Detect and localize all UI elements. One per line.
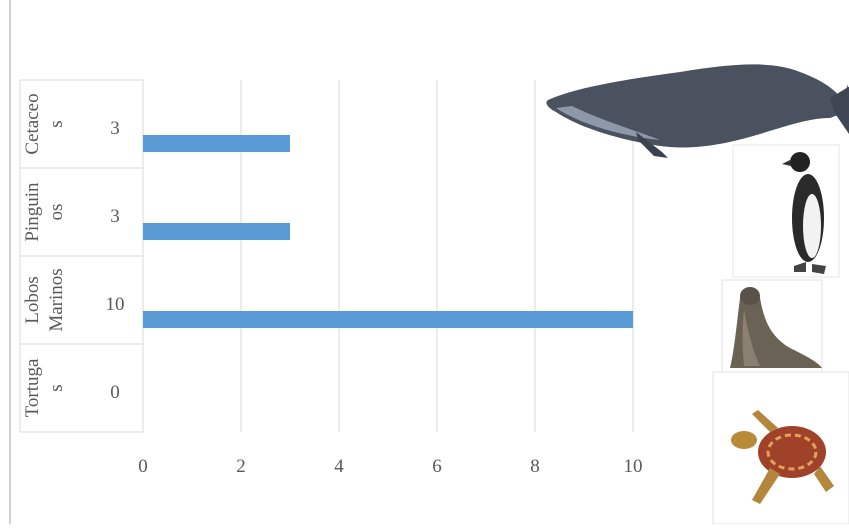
category-label-line: s: [46, 384, 67, 391]
data-label-1: 3: [110, 206, 120, 227]
turtle-front-flipper: [752, 410, 778, 432]
whale-tail: [830, 86, 849, 134]
whale-illustration: [546, 64, 849, 158]
category-label-3: Tortuga s: [22, 358, 67, 417]
x-tick-label-3: 6: [432, 456, 442, 477]
category-label-line: Lobos: [22, 276, 43, 324]
category-label-line: Pinguin: [22, 182, 43, 242]
x-tick-label-4: 8: [530, 456, 540, 477]
data-label-3: 0: [110, 382, 120, 403]
sea-lion-chest: [742, 310, 760, 366]
turtle-shell-pattern: [766, 433, 818, 471]
turtle-head: [731, 431, 757, 449]
penguin-belly: [803, 194, 821, 258]
category-label-line: os: [46, 204, 67, 221]
penguin-feet: [794, 262, 826, 274]
whale-body: [546, 64, 848, 148]
category-label-0: Cetaceo s: [22, 93, 67, 154]
turtle-back-flipper: [752, 468, 780, 504]
category-label-line: Marinos: [46, 268, 67, 331]
gridlines: [142, 80, 634, 432]
x-tick-label-5: 10: [624, 456, 643, 477]
category-label-2: Lobos Marinos: [22, 268, 67, 331]
category-label-line: Cetaceo: [22, 93, 43, 154]
category-label-line: s: [46, 120, 67, 127]
x-axis-ticks: 0 2 4 6 8 10: [138, 456, 642, 477]
whale-flipper: [636, 132, 668, 158]
penguin-beak: [782, 160, 791, 166]
bar-2: [143, 311, 633, 328]
sea-lion-head: [740, 287, 760, 305]
turtle-rear-flipper: [814, 466, 834, 492]
data-label-2: 10: [106, 294, 125, 315]
category-label-line: Tortuga: [22, 358, 43, 417]
data-label-0: 3: [110, 118, 120, 139]
sea-lion-photo: [721, 279, 823, 373]
bars: [143, 135, 633, 328]
bar-0: [143, 135, 290, 152]
bar-1: [143, 223, 290, 240]
penguin-head: [790, 152, 810, 172]
category-label-1: Pinguin os: [22, 182, 67, 242]
x-tick-label-0: 0: [138, 456, 148, 477]
penguin-photo: [732, 144, 840, 278]
x-tick-label-2: 4: [334, 456, 344, 477]
sea-turtle-photo: [712, 371, 849, 525]
whale-belly: [556, 106, 660, 140]
x-tick-label-1: 2: [236, 456, 246, 477]
